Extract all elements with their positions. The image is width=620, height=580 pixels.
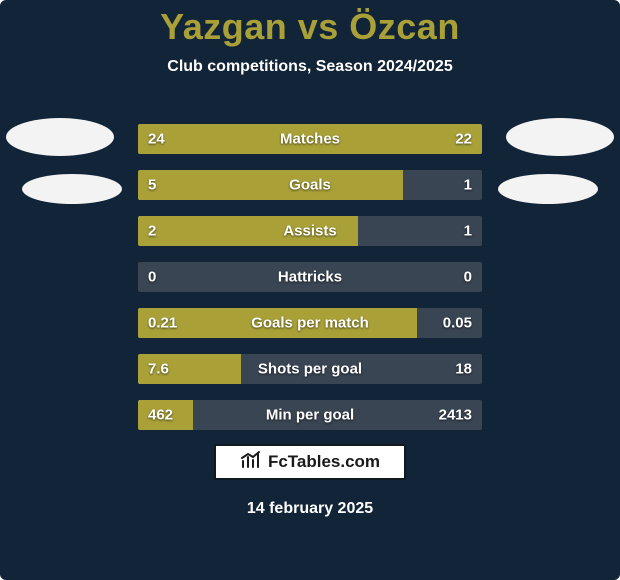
stat-row: 4622413Min per goal <box>138 400 482 430</box>
stat-value-left: 7.6 <box>148 361 169 378</box>
stat-value-right: 0 <box>464 269 472 286</box>
stat-row: 2422Matches <box>138 124 482 154</box>
stat-fill-left <box>138 308 417 338</box>
stat-value-right: 2413 <box>439 407 472 424</box>
team-right-logo <box>498 174 598 204</box>
page-title: Yazgan vs Özcan <box>0 0 620 48</box>
stat-bars: 2422Matches51Goals21Assists00Hattricks0.… <box>138 124 482 446</box>
branding-text: FcTables.com <box>268 452 380 472</box>
player-left-avatar <box>6 118 114 156</box>
stat-row: 21Assists <box>138 216 482 246</box>
stat-fill-left <box>138 216 358 246</box>
date-label: 14 february 2025 <box>0 500 620 518</box>
team-left-logo <box>22 174 122 204</box>
stat-row: 7.618Shots per goal <box>138 354 482 384</box>
stat-value-right: 1 <box>464 177 472 194</box>
player-right-avatar <box>506 118 614 156</box>
subtitle: Club competitions, Season 2024/2025 <box>0 58 620 76</box>
stat-value-left: 462 <box>148 407 173 424</box>
stat-row: 0 0Hattricks <box>138 262 482 292</box>
stat-row: 51Goals <box>138 170 482 200</box>
stat-value-left: 5 <box>148 177 156 194</box>
stat-row: 0.210.05Goals per match <box>138 308 482 338</box>
branding-badge[interactable]: FcTables.com <box>214 444 406 480</box>
stat-value-left: 24 <box>148 131 165 148</box>
stat-value-left: 0 <box>148 269 156 286</box>
branding-icon <box>240 451 262 473</box>
stat-fill-left <box>138 170 403 200</box>
comparison-card: Yazgan vs Özcan Club competitions, Seaso… <box>0 0 620 580</box>
stat-value-right: 0.05 <box>443 315 472 332</box>
stat-value-right: 18 <box>455 361 472 378</box>
stat-value-right: 22 <box>455 131 472 148</box>
stat-value-left: 2 <box>148 223 156 240</box>
stat-label: Hattricks <box>138 269 482 286</box>
stat-value-left: 0.21 <box>148 315 177 332</box>
stat-value-right: 1 <box>464 223 472 240</box>
